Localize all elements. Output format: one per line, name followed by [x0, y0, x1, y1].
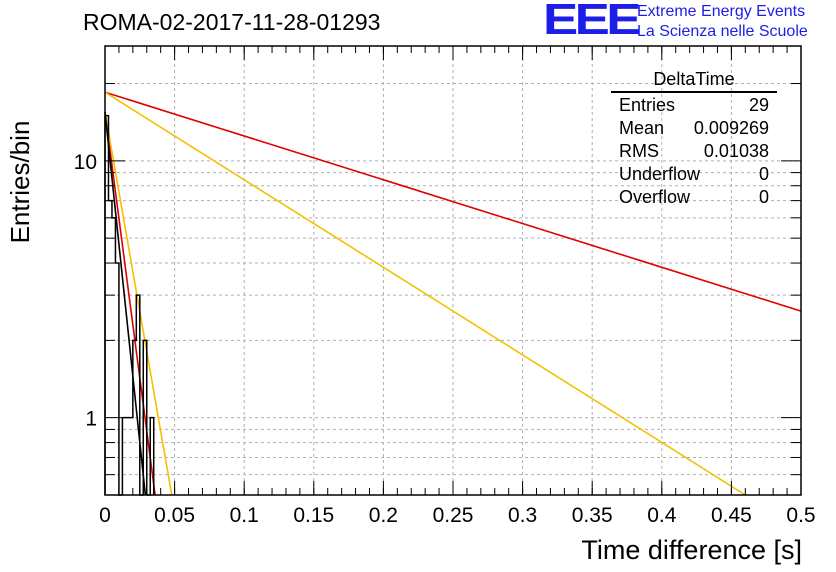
chart-title: ROMA-02-2017-11-28-01293 — [83, 9, 381, 35]
fit-curve — [104, 91, 746, 496]
eee-logo: EEE — [543, 0, 641, 44]
stats-row-entries: Entries 29 — [611, 95, 777, 118]
logo-subtitle-line1: Extreme Energy Events — [637, 3, 806, 20]
y-tick-label: 1 — [85, 408, 97, 431]
fit-curve — [104, 91, 802, 312]
stats-value: 0.01038 — [703, 141, 769, 161]
x-tick-label: 0.35 — [572, 504, 613, 527]
stats-row-rms: RMS 0.01038 — [611, 141, 777, 164]
stats-label: Underflow — [619, 164, 701, 184]
x-tick-label: 0.15 — [293, 504, 334, 527]
x-tick-label: 0.4 — [647, 504, 677, 527]
x-tick-label: 0.2 — [369, 504, 398, 527]
x-tick-label: 0.05 — [154, 504, 195, 527]
x-tick-label: 0.1 — [230, 504, 259, 527]
fit-curve — [104, 111, 173, 496]
y-tick-label: 10 — [74, 151, 97, 174]
x-tick-label: 0.45 — [711, 504, 752, 527]
x-tick-label: 0.3 — [508, 504, 537, 527]
y-axis-label: Entries/bin — [5, 120, 35, 244]
stats-row-overflow: Overflow 0 — [611, 187, 777, 210]
stats-label: RMS — [619, 141, 659, 161]
stats-row-underflow: Underflow 0 — [611, 164, 777, 187]
stats-value: 0.009269 — [693, 118, 769, 138]
x-axis-label: Time difference [s] — [581, 535, 802, 565]
fit-curve — [104, 111, 147, 496]
stats-value: 29 — [748, 95, 769, 115]
x-tick-label: 0.5 — [786, 504, 815, 527]
stats-value: 0 — [758, 187, 769, 207]
stats-box: DeltaTime Entries 29 Mean 0.009269 RMS 0… — [611, 69, 777, 210]
stats-label: Mean — [619, 118, 665, 138]
stats-value: 0 — [758, 164, 769, 184]
logo-subtitle-line2: La Scienza nelle Scuole — [637, 23, 808, 40]
stats-title: DeltaTime — [611, 69, 777, 93]
histogram-outline — [104, 114, 155, 496]
stats-row-mean: Mean 0.009269 — [611, 118, 777, 141]
stats-label: Overflow — [619, 187, 691, 207]
stats-label: Entries — [619, 95, 676, 115]
x-tick-label: 0.25 — [433, 504, 474, 527]
x-tick-label: 0 — [99, 504, 111, 527]
fit-curve — [104, 111, 156, 496]
